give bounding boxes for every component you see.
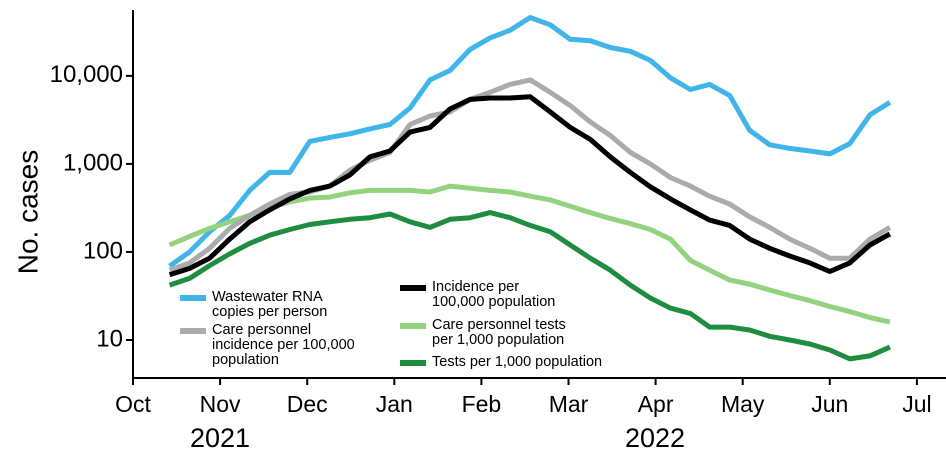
legend-label: Care personnel incidence per 100,000 pop… xyxy=(212,322,355,368)
series-line xyxy=(168,210,891,362)
x-tick-label: Apr xyxy=(638,391,674,417)
legend-item: Incidence per 100,000 population xyxy=(400,280,555,310)
legend-swatch xyxy=(400,323,426,329)
legend-label: Care personnel tests per 1,000 populatio… xyxy=(432,317,566,348)
y-axis-label: No. cases xyxy=(12,150,43,275)
series-line xyxy=(168,77,892,273)
x-tick-label: Jul xyxy=(902,391,931,417)
x-tick-label: Feb xyxy=(462,391,502,417)
legend-item: Tests per 1,000 population xyxy=(400,355,602,370)
legend-label: Tests per 1,000 population xyxy=(432,354,603,370)
legend-label: Incidence per 100,000 population xyxy=(432,279,556,310)
series-line xyxy=(168,183,891,325)
x-tick-label: Jun xyxy=(811,391,848,417)
x-tick-label: Oct xyxy=(115,391,151,417)
x-tick-label: May xyxy=(721,391,765,417)
series-line xyxy=(168,94,892,278)
legend-item: Wastewater RNA copies per person xyxy=(180,290,327,320)
legend-swatch xyxy=(180,295,206,301)
y-tick-label: 10,000 xyxy=(50,61,123,88)
x-tick-label: Dec xyxy=(287,391,328,417)
legend-item: Care personnel incidence per 100,000 pop… xyxy=(180,323,355,368)
legend-swatch xyxy=(180,328,206,334)
x-tick-label: Mar xyxy=(549,391,589,417)
legend-swatch xyxy=(400,360,426,366)
legend-swatch xyxy=(400,285,426,291)
year-label: 2021 xyxy=(190,423,250,453)
year-label: 2022 xyxy=(625,423,685,453)
x-tick-label: Nov xyxy=(200,391,241,417)
legend-label: Wastewater RNA copies per person xyxy=(212,289,328,320)
y-tick-label: 10 xyxy=(96,325,123,352)
x-tick-label: Jan xyxy=(376,391,413,417)
y-tick-label: 1,000 xyxy=(63,149,123,176)
y-tick-label: 100 xyxy=(83,237,123,264)
legend-item: Care personnel tests per 1,000 populatio… xyxy=(400,318,566,348)
series-line xyxy=(168,15,892,269)
